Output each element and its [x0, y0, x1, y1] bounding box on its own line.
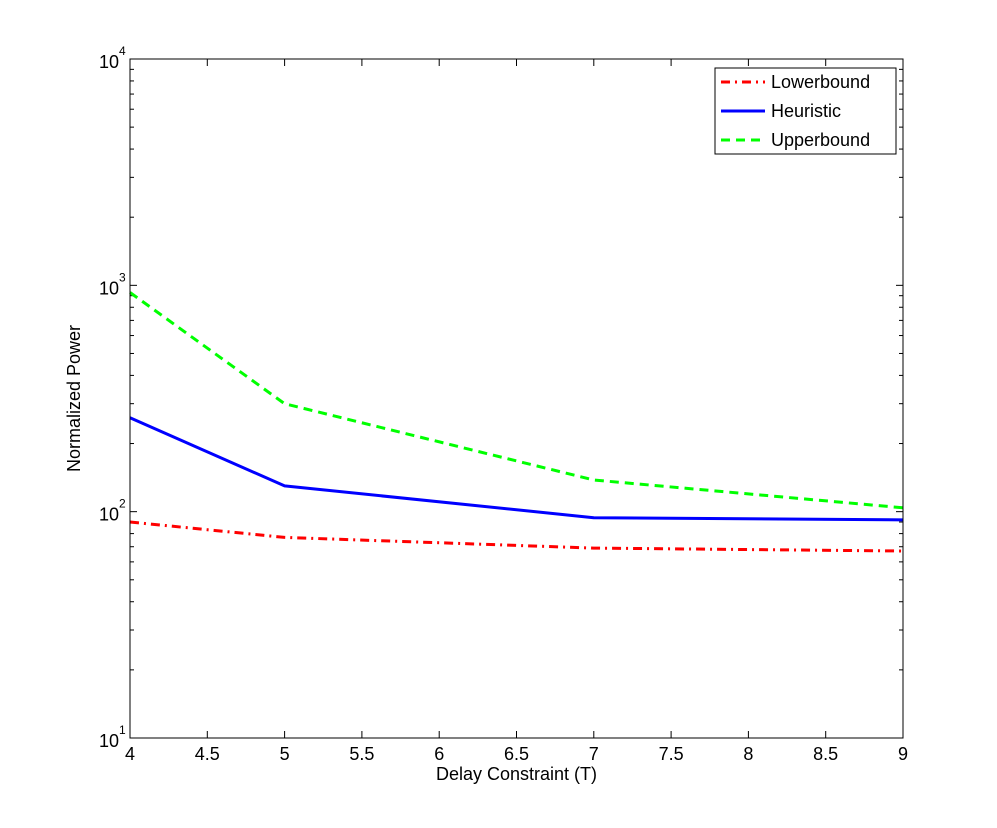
x-axis-label: Delay Constraint (T) — [436, 764, 597, 784]
series-line-heuristic — [129, 416, 904, 522]
axis-ticks — [129, 58, 904, 739]
x-tick-label: 4.5 — [195, 744, 220, 764]
y-axis-label: Normalized Power — [64, 325, 84, 472]
x-tick-labels: 4 4.5 5 5.5 6 6.5 7 7.5 8 8.5 9 — [125, 744, 908, 764]
x-tick-label: 7.5 — [659, 744, 684, 764]
plot-area — [130, 59, 903, 738]
y-tick-label-exponent: 1 — [119, 723, 126, 737]
y-tick-label: 10 — [99, 505, 119, 525]
x-tick-label: 8 — [743, 744, 753, 764]
legend-label-lowerbound: Lowerbound — [771, 72, 870, 92]
y-tick-label: 10 — [99, 278, 119, 298]
legend: Lowerbound Heuristic Upperbound — [714, 67, 897, 155]
x-tick-label: 5.5 — [349, 744, 374, 764]
y-tick-label: 10 — [99, 731, 119, 751]
x-tick-label: 7 — [589, 744, 599, 764]
x-tick-label: 5 — [280, 744, 290, 764]
series-line-lowerbound — [129, 520, 904, 553]
series-layer — [129, 291, 904, 553]
y-tick-label-exponent: 4 — [119, 44, 126, 58]
legend-label-heuristic: Heuristic — [771, 101, 841, 121]
y-tick-label-exponent: 3 — [119, 270, 126, 284]
y-tick-label-exponent: 2 — [119, 497, 126, 511]
x-tick-label: 6.5 — [504, 744, 529, 764]
x-tick-label: 8.5 — [813, 744, 838, 764]
plot-frame — [129, 58, 904, 739]
x-tick-label: 9 — [898, 744, 908, 764]
series-line-upperbound — [129, 291, 904, 510]
y-tick-label: 10 — [99, 52, 119, 72]
legend-label-upperbound: Upperbound — [771, 130, 870, 150]
x-tick-label: 6 — [434, 744, 444, 764]
x-tick-label: 4 — [125, 744, 135, 764]
